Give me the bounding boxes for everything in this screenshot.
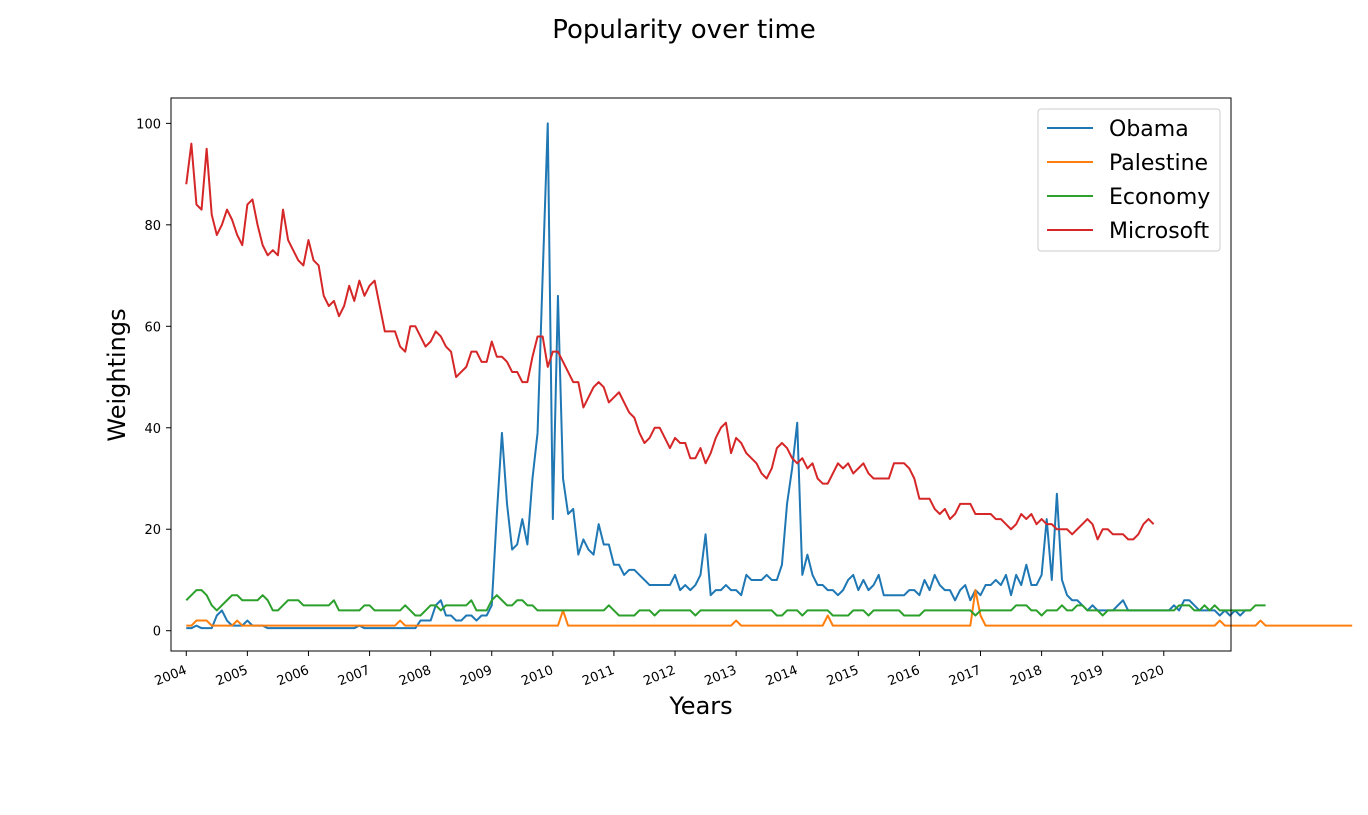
x-tick-label: 2017 [947,663,983,689]
y-tick-label: 100 [136,117,161,132]
x-tick-label: 2019 [1069,663,1105,689]
x-tick-label: 2014 [764,663,800,689]
y-tick-label: 80 [144,219,161,234]
series-line-economy [185,589,1266,617]
y-axis: 0 20 40 60 80 100 [136,117,171,640]
series-line-microsoft [185,142,1155,541]
x-tick-label: 2016 [886,663,922,689]
x-tick-label: 2015 [825,663,861,689]
x-tick-label: 2020 [1130,663,1166,689]
series-line-obama [186,122,1251,630]
x-tick-label: 2013 [703,663,739,689]
legend-items: Obama Palestine Economy Microsoft [1047,117,1210,244]
x-tick-label: 2008 [397,663,433,689]
y-axis-label: Weightings [103,308,131,441]
x-axis: 2004 2005 2006 2007 2008 2009 2010 2011 2012 2013… [153,651,1167,689]
x-tick-label: 2018 [1008,663,1044,689]
plot-frame [170,97,1232,652]
x-tick-label: 2007 [336,663,372,689]
x-tick-label: 2010 [519,663,555,689]
chart-title: Popularity over time [552,15,816,45]
legend-label-palestine: Palestine [1109,151,1208,176]
x-axis-label: Years [668,692,732,720]
legend: Obama Palestine Economy Microsoft [1037,108,1221,252]
x-tick-label: 2006 [275,663,311,689]
x-tick-label: 2011 [580,663,616,689]
x-tick-label: 2005 [214,663,250,689]
plot-area [170,97,1353,652]
legend-label-obama: Obama [1109,117,1189,142]
legend-label-economy: Economy [1109,185,1210,210]
legend-label-microsoft: Microsoft [1109,219,1209,244]
x-tick-label: 2004 [153,663,189,689]
y-tick-label: 20 [144,523,161,538]
series-lines [185,122,1353,630]
series-line-palestine [186,589,1353,627]
x-tick-label: 2009 [458,663,494,689]
y-tick-label: 60 [144,320,161,335]
y-tick-label: 40 [144,422,161,437]
legend-box [1037,108,1221,252]
y-tick-label: 0 [153,625,161,640]
x-tick-label: 2012 [642,663,678,689]
